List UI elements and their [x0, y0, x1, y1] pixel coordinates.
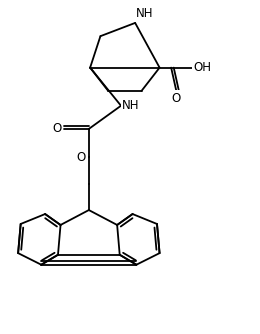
Text: O: O [76, 151, 86, 164]
Text: O: O [52, 122, 61, 135]
Text: O: O [172, 92, 181, 105]
Text: NH: NH [135, 7, 153, 20]
Text: NH: NH [122, 99, 140, 112]
Text: OH: OH [193, 61, 212, 74]
